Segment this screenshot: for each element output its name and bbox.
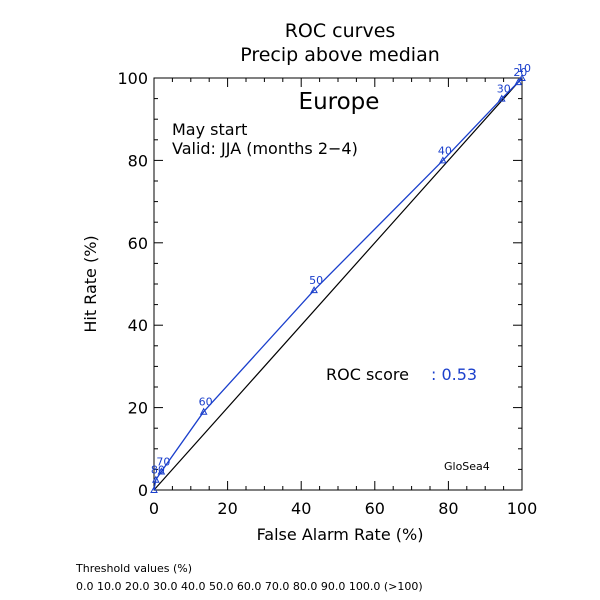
- roc-point-marker: [514, 78, 523, 86]
- threshold-point-label: 50: [309, 274, 323, 287]
- x-tick-label: 80: [438, 499, 458, 518]
- valid-label: Valid: JJA (months 2−4): [172, 139, 358, 158]
- region-label: Europe: [299, 89, 380, 115]
- roc-score-label: ROC score: [326, 365, 409, 384]
- y-axis-label: Hit Rate (%): [81, 235, 100, 332]
- roc-point-marker: [518, 73, 526, 81]
- threshold-point-label: 70: [156, 455, 170, 468]
- y-tick-label: 80: [128, 151, 148, 170]
- roc-point-marker: [310, 286, 318, 294]
- y-tick-label: 20: [128, 399, 148, 418]
- threshold-point-label: 60: [199, 396, 213, 409]
- roc-point-marker: [497, 94, 506, 102]
- no-skill-diagonal: [153, 77, 523, 491]
- roc-curve-line: [153, 77, 523, 491]
- start-label: May start: [172, 120, 247, 139]
- threshold-point-label: 80: [151, 464, 165, 477]
- threshold-point-label: 20: [513, 66, 527, 79]
- threshold-title: Threshold values (%): [75, 562, 192, 575]
- threshold-values: 0.0 10.0 20.0 30.0 40.0 50.0 60.0 70.0 8…: [76, 580, 423, 593]
- threshold-point-label: 30: [497, 83, 511, 96]
- roc-point-marker: [150, 485, 158, 493]
- roc-point-marker: [199, 407, 208, 415]
- x-tick-label: 100: [507, 499, 538, 518]
- x-tick-label: 60: [365, 499, 385, 518]
- y-tick-label: 60: [128, 234, 148, 253]
- diagonal-line: [153, 77, 523, 491]
- y-tick-label: 0: [138, 481, 148, 500]
- x-axis-label: False Alarm Rate (%): [257, 525, 424, 544]
- threshold-point-label: 40: [438, 144, 452, 157]
- chart-subtitle: Precip above median: [240, 44, 440, 66]
- chart-title: ROC curves: [285, 20, 396, 42]
- x-tick-label: 40: [291, 499, 311, 518]
- roc-point-marker: [157, 467, 166, 475]
- x-tick-label: 20: [217, 499, 237, 518]
- roc-score-value: : 0.53: [431, 365, 477, 384]
- y-tick-label: 100: [117, 69, 148, 88]
- threshold-point-label: 10: [517, 62, 531, 75]
- roc-point-marker: [151, 475, 160, 483]
- y-tick-label: 40: [128, 316, 148, 335]
- plot-axes: 0 20 40 60 80 100 0 20 40 60 80 100: [117, 69, 537, 518]
- x-tick-label: 0: [149, 499, 159, 518]
- roc-point-marker: [439, 156, 447, 164]
- model-label: GloSea4: [444, 460, 490, 473]
